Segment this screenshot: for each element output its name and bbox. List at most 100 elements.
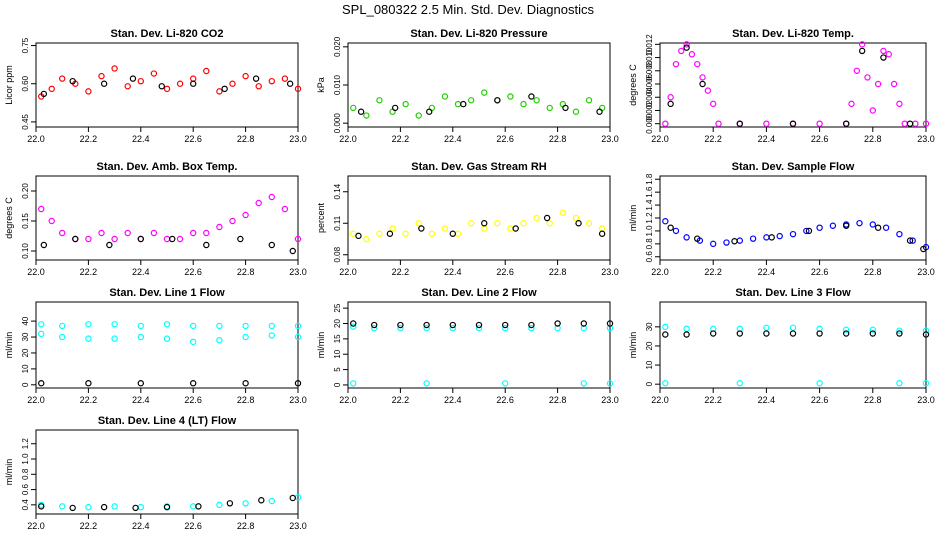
data-point bbox=[363, 235, 370, 243]
y-tick-label: 0.6 bbox=[21, 483, 30, 495]
data-point bbox=[59, 322, 66, 330]
data-point bbox=[843, 330, 850, 337]
x-tick-label: 22.4 bbox=[758, 395, 776, 405]
data-point bbox=[869, 107, 877, 114]
data-point bbox=[129, 75, 137, 82]
y-axis-label: ml/min bbox=[4, 459, 14, 486]
x-tick-label: 22.6 bbox=[811, 267, 829, 277]
data-point bbox=[423, 321, 430, 329]
data-point bbox=[731, 238, 738, 245]
y-tick-label: 1.6 bbox=[645, 186, 654, 198]
x-tick-label: 22.2 bbox=[80, 267, 98, 277]
data-point bbox=[858, 41, 866, 48]
data-point bbox=[106, 241, 113, 249]
data-point bbox=[816, 120, 823, 127]
y-tick-label: 0.010 bbox=[645, 47, 654, 68]
data-point bbox=[203, 67, 210, 75]
data-point bbox=[59, 503, 66, 510]
data-point bbox=[281, 205, 289, 213]
data-point bbox=[216, 88, 223, 95]
data-point bbox=[350, 380, 357, 387]
data-point bbox=[111, 321, 118, 328]
data-point bbox=[137, 322, 144, 330]
data-point bbox=[454, 100, 462, 108]
data-point bbox=[371, 324, 378, 332]
data-point bbox=[598, 230, 606, 237]
data-point bbox=[189, 75, 197, 82]
data-point bbox=[203, 241, 210, 249]
y-axis-label: ml/min bbox=[628, 332, 638, 359]
data-point bbox=[371, 321, 378, 329]
plot-frame bbox=[659, 42, 927, 128]
data-point bbox=[528, 324, 535, 332]
y-axis-label: kPa bbox=[316, 77, 326, 93]
data-point bbox=[189, 503, 197, 510]
data-point bbox=[909, 237, 916, 244]
data-point bbox=[763, 330, 770, 337]
data-point bbox=[843, 222, 850, 229]
data-point bbox=[858, 47, 866, 55]
data-point bbox=[475, 321, 483, 329]
data-point bbox=[258, 497, 265, 504]
chart-panel: Stan. Dev. Line 2 Flow ml/min 22.0 22.2 22.4… bbox=[316, 287, 619, 405]
data-point bbox=[423, 324, 430, 332]
data-point bbox=[789, 330, 797, 337]
data-point bbox=[242, 380, 249, 387]
x-tick-label: 23.0 bbox=[601, 395, 619, 405]
y-tick-label: 0.020 bbox=[333, 36, 342, 57]
data-point bbox=[111, 65, 118, 72]
data-point bbox=[294, 333, 302, 341]
x-tick-label: 23.0 bbox=[917, 395, 935, 405]
data-point bbox=[48, 217, 55, 225]
data-point bbox=[85, 380, 92, 387]
data-point bbox=[189, 80, 197, 87]
data-point bbox=[376, 97, 383, 104]
data-point bbox=[441, 93, 449, 100]
data-point bbox=[683, 44, 690, 51]
data-point bbox=[662, 331, 669, 338]
y-tick-label: 1.0 bbox=[21, 453, 30, 465]
data-point bbox=[242, 500, 249, 507]
data-point bbox=[715, 120, 722, 127]
data-point bbox=[829, 222, 837, 229]
data-point bbox=[111, 503, 118, 510]
y-tick-label: 0.20 bbox=[21, 183, 30, 199]
data-point bbox=[880, 47, 887, 55]
x-tick-label: 23.0 bbox=[289, 521, 307, 531]
data-point bbox=[242, 72, 249, 80]
y-tick-label: 0.11 bbox=[333, 215, 342, 231]
data-point bbox=[672, 60, 680, 68]
y-tick-label: 1.0 bbox=[645, 225, 654, 237]
data-point bbox=[189, 338, 197, 346]
data-point bbox=[449, 321, 456, 329]
plot-frame bbox=[659, 175, 927, 261]
x-tick-label: 22.8 bbox=[549, 134, 567, 144]
data-point bbox=[163, 321, 171, 328]
data-point bbox=[667, 224, 674, 231]
data-point bbox=[415, 112, 422, 119]
chart-title: Stan. Dev. Gas Stream RH bbox=[411, 161, 547, 173]
data-point bbox=[163, 335, 171, 342]
data-point bbox=[562, 104, 569, 112]
data-point bbox=[98, 229, 105, 237]
data-point bbox=[481, 89, 488, 96]
data-point bbox=[683, 331, 690, 338]
data-point bbox=[528, 93, 535, 100]
y-tick-label: 0.010 bbox=[333, 74, 342, 95]
x-tick-label: 22.6 bbox=[811, 134, 829, 144]
data-point bbox=[803, 227, 810, 235]
data-point bbox=[402, 230, 409, 237]
data-point bbox=[575, 220, 582, 227]
data-point bbox=[137, 77, 144, 85]
data-point bbox=[912, 120, 919, 127]
data-point bbox=[124, 229, 131, 237]
x-tick-label: 22.8 bbox=[237, 134, 255, 144]
chart-panel: Stan. Dev. Li-820 Temp. degrees C 22.0 22.2… bbox=[628, 28, 935, 144]
data-point bbox=[391, 104, 399, 112]
data-point bbox=[667, 100, 674, 108]
y-tick-label: 0.45 bbox=[21, 114, 30, 130]
data-point bbox=[874, 80, 882, 88]
data-point bbox=[189, 229, 197, 237]
data-point bbox=[69, 504, 76, 512]
x-tick-label: 22.4 bbox=[132, 395, 150, 405]
